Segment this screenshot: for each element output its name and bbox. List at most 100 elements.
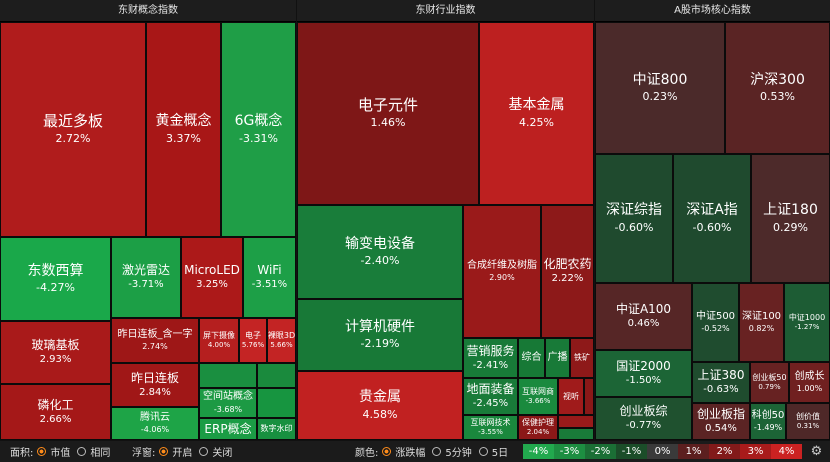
- treemap-tile[interactable]: 最近多板 2.72%: [0, 22, 146, 237]
- treemap-tile[interactable]: 广播: [545, 338, 570, 378]
- treemap-tile[interactable]: 创业板综 -0.77%: [595, 397, 692, 440]
- legend-swatch: 0%: [647, 444, 678, 459]
- color-change-radio[interactable]: [382, 447, 392, 456]
- treemap-tile[interactable]: 互联网技术 -3.55%: [463, 415, 518, 440]
- treemap-tile[interactable]: 上证180 0.29%: [751, 154, 830, 283]
- treemap-tile[interactable]: [584, 378, 594, 415]
- tile-name: 激光雷达: [121, 263, 170, 277]
- tile-change: 2.84%: [139, 386, 171, 398]
- tile-name: 玻璃基板: [31, 338, 80, 352]
- treemap-tile[interactable]: 创业板50 0.79%: [750, 362, 789, 403]
- treemap-tile[interactable]: 深证综指 -0.60%: [595, 154, 673, 283]
- treemap-tile[interactable]: 创业板指 0.54%: [692, 403, 750, 440]
- area-market-cap-radio[interactable]: [37, 447, 47, 456]
- legend-swatch: 1%: [678, 444, 709, 459]
- settings-gear-icon[interactable]: ⚙: [810, 444, 823, 459]
- color-5min-label[interactable]: 5分钟: [445, 448, 472, 459]
- treemap-tile[interactable]: 电子元件 1.46%: [297, 22, 479, 205]
- treemap-tile[interactable]: 磷化工 2.66%: [0, 384, 111, 440]
- treemap-tile[interactable]: 中证1000 -1.27%: [784, 283, 830, 362]
- treemap-tile[interactable]: 贵金属 4.58%: [297, 371, 463, 440]
- treemap-tile[interactable]: 保健护理 2.04%: [518, 415, 558, 440]
- float-on-radio[interactable]: [159, 447, 169, 456]
- treemap-tile[interactable]: 空间站概念 -3.68%: [199, 388, 257, 418]
- tile-name: 中证A100: [615, 302, 672, 316]
- tile-name: 保健护理: [522, 417, 554, 427]
- treemap-tile[interactable]: 6G概念 -3.31%: [221, 22, 296, 237]
- treemap-tile[interactable]: 中证500 -0.52%: [692, 283, 739, 362]
- treemap-tile[interactable]: 数字水印: [257, 418, 296, 440]
- treemap-tile[interactable]: 输变电设备 -2.40%: [297, 205, 463, 299]
- tile-change: 0.79%: [758, 382, 781, 391]
- area-equal-label[interactable]: 相同: [90, 448, 111, 459]
- treemap-tile[interactable]: 腾讯云 -4.06%: [111, 407, 199, 440]
- float-off-radio[interactable]: [199, 447, 209, 456]
- treemap-tile[interactable]: 昨日连板 2.84%: [111, 363, 199, 407]
- tile-name: 深证A指: [686, 202, 738, 219]
- treemap-tile[interactable]: 昨日连板_含一字 2.74%: [111, 318, 199, 363]
- color-5min-radio[interactable]: [432, 447, 442, 456]
- tile-name: 铁矿: [574, 353, 590, 362]
- treemap-tile[interactable]: 东数西算 -4.27%: [0, 237, 111, 321]
- treemap-tile[interactable]: 计算机硬件 -2.19%: [297, 299, 463, 371]
- treemap-tile[interactable]: 创价值 0.31%: [786, 403, 830, 440]
- tile-change: -2.19%: [360, 337, 400, 351]
- tile-change: -1.49%: [753, 423, 783, 433]
- treemap-tile[interactable]: [558, 415, 594, 428]
- treemap-tile[interactable]: 电子 5.76%: [239, 318, 267, 363]
- treemap-tile[interactable]: 科创50 -1.49%: [750, 403, 786, 440]
- color-5day-label[interactable]: 5日: [491, 448, 509, 459]
- treemap-tile[interactable]: 视听: [558, 378, 584, 415]
- color-change-label[interactable]: 涨跌幅: [395, 448, 426, 459]
- tile-change: 0.46%: [627, 318, 660, 329]
- treemap-tile[interactable]: 化肥农药 2.22%: [541, 205, 594, 338]
- treemap-tile[interactable]: 上证380 -0.63%: [692, 362, 750, 403]
- treemap-tile[interactable]: 创成长 1.00%: [789, 362, 830, 403]
- treemap-tile[interactable]: MicroLED 3.25%: [181, 237, 243, 318]
- float-on-label[interactable]: 开启: [172, 448, 193, 459]
- tile-change: -2.40%: [360, 254, 400, 268]
- float-off-label[interactable]: 关闭: [212, 448, 233, 459]
- treemap-tile[interactable]: 裸眼3D 5.66%: [267, 318, 296, 363]
- area-market-cap-label[interactable]: 市值: [50, 448, 71, 459]
- tile-change: 4.25%: [519, 115, 554, 129]
- treemap-tile[interactable]: 深证A指 -0.60%: [673, 154, 751, 283]
- treemap-tile[interactable]: [257, 388, 296, 418]
- treemap-tile[interactable]: ERP概念: [199, 418, 257, 440]
- treemap-tile[interactable]: 黄金概念 3.37%: [146, 22, 221, 237]
- color-5day-radio[interactable]: [478, 447, 488, 456]
- treemap-tile[interactable]: WiFi -3.51%: [243, 237, 296, 318]
- tile-change: 1.00%: [796, 384, 823, 394]
- tile-name: 深证100: [741, 310, 782, 322]
- treemap-tile[interactable]: 互联网商 -3.66%: [518, 378, 558, 415]
- tile-name: 6G概念: [234, 113, 283, 130]
- treemap-tile[interactable]: 国证2000 -1.50%: [595, 350, 692, 397]
- area-equal-radio[interactable]: [77, 447, 87, 456]
- tile-name: 计算机硬件: [345, 318, 415, 335]
- treemap-tile[interactable]: 综合: [518, 338, 545, 378]
- tile-name: MicroLED: [184, 263, 240, 277]
- tile-name: 沪深300: [750, 71, 805, 88]
- tile-change: -3.55%: [478, 427, 503, 436]
- treemap-tile[interactable]: 地面装备 -2.45%: [463, 378, 518, 415]
- treemap-tile[interactable]: 玻璃基板 2.93%: [0, 321, 111, 384]
- treemap-tile[interactable]: 深证100 0.82%: [739, 283, 784, 362]
- treemap-tile[interactable]: 基本金属 4.25%: [479, 22, 594, 205]
- treemap-tile[interactable]: 激光雷达 -3.71%: [111, 237, 181, 318]
- treemap-tile[interactable]: 营销服务 -2.41%: [463, 338, 518, 378]
- treemap-tile[interactable]: 合成纤维及树脂 2.90%: [463, 205, 541, 338]
- color-mode-group: 颜色: 涨跌幅 5分钟 5日: [355, 441, 508, 462]
- treemap-tile[interactable]: 铁矿: [570, 338, 594, 378]
- treemap-tile[interactable]: 屏下摄像 4.00%: [199, 318, 239, 363]
- treemap-tile[interactable]: [199, 363, 257, 388]
- treemap-tile[interactable]: 中证A100 0.46%: [595, 283, 692, 350]
- tile-change: 2.66%: [39, 413, 72, 425]
- tile-change: 2.72%: [55, 132, 91, 146]
- treemap-tile[interactable]: 沪深300 0.53%: [725, 22, 830, 154]
- tile-name: 东数西算: [27, 262, 84, 279]
- tile-name: 空间站概念: [203, 391, 253, 403]
- treemap-tile[interactable]: [257, 363, 296, 388]
- treemap-tile[interactable]: 中证800 0.23%: [595, 22, 725, 154]
- treemap-tile[interactable]: [558, 428, 594, 440]
- tile-name: 科创50: [751, 409, 785, 421]
